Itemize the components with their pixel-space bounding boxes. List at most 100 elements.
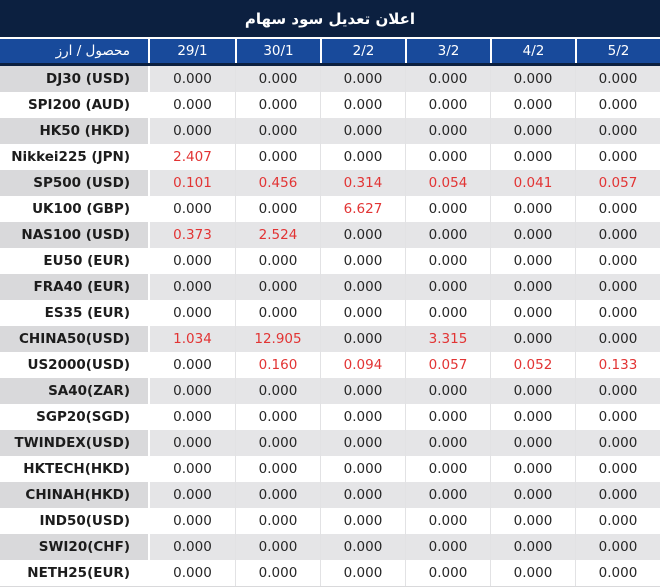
value-cell: 0.000: [575, 430, 660, 456]
value-cell: 0.052: [490, 352, 575, 378]
value-cell: 0.160: [235, 352, 320, 378]
value-cell: 0.000: [405, 508, 490, 534]
table-row: FRA40 (EUR) 0.000 0.000 0.000 0.000 0.000 0.00…: [0, 274, 660, 300]
value-cell: 0.000: [320, 92, 405, 118]
value-cell: 0.000: [235, 66, 320, 92]
value-cell: 0.000: [405, 378, 490, 404]
row-label: FRA40 (EUR): [0, 274, 150, 300]
value-cell: 0.000: [320, 248, 405, 274]
value-cell: 0.000: [490, 534, 575, 560]
value-cell: 0.000: [575, 66, 660, 92]
value-cell: 0.000: [150, 196, 235, 222]
row-label: SPI200 (AUD): [0, 92, 150, 118]
value-cell: 0.101: [150, 170, 235, 196]
row-label: DJ30 (USD): [0, 66, 150, 92]
table-header-row: محصول / ارز 29/1 30/1 2/2 3/2 4/2 5/2: [0, 39, 660, 66]
row-label: NETH25(EUR): [0, 560, 150, 586]
table-title-bar: اعلان تعديل سود سهام: [0, 0, 660, 39]
table-row: SA40(ZAR) 0.000 0.000 0.000 0.000 0.000 0.000: [0, 378, 660, 404]
value-cell: 0.000: [405, 118, 490, 144]
value-cell: 0.000: [575, 378, 660, 404]
value-cell: 0.000: [575, 274, 660, 300]
value-cell: 0.000: [490, 66, 575, 92]
row-label: CHINAH(HKD): [0, 482, 150, 508]
table-row: IND50(USD) 0.000 0.000 0.000 0.000 0.000 0.000: [0, 508, 660, 534]
value-cell: 0.000: [405, 248, 490, 274]
value-cell: 0.000: [235, 456, 320, 482]
value-cell: 0.000: [150, 274, 235, 300]
value-cell: 0.000: [575, 196, 660, 222]
row-label: SWI20(CHF): [0, 534, 150, 560]
table-row: UK100 (GBP) 0.000 0.000 6.627 0.000 0.000 0.00…: [0, 196, 660, 222]
value-cell: 0.000: [575, 300, 660, 326]
value-cell: 0.041: [490, 170, 575, 196]
value-cell: 0.000: [320, 300, 405, 326]
value-cell: 0.000: [320, 144, 405, 170]
value-cell: 0.000: [235, 274, 320, 300]
value-cell: 0.314: [320, 170, 405, 196]
value-cell: 0.000: [405, 92, 490, 118]
value-cell: 0.000: [235, 378, 320, 404]
table-row: DJ30 (USD) 0.000 0.000 0.000 0.000 0.000 0.000: [0, 66, 660, 92]
value-cell: 0.000: [235, 404, 320, 430]
value-cell: 0.000: [405, 456, 490, 482]
value-cell: 0.000: [575, 326, 660, 352]
value-cell: 0.000: [575, 144, 660, 170]
value-cell: 0.000: [235, 144, 320, 170]
value-cell: 0.000: [150, 456, 235, 482]
page-title: اعلان تعديل سود سهام: [244, 9, 416, 28]
value-cell: 0.000: [490, 482, 575, 508]
value-cell: 0.000: [490, 560, 575, 586]
value-cell: 0.000: [575, 456, 660, 482]
value-cell: 0.000: [150, 482, 235, 508]
table-row: NAS100 (USD) 0.373 2.524 0.000 0.000 0.000 0.0…: [0, 222, 660, 248]
column-header-date-2: 30/1: [235, 39, 320, 63]
row-label: SA40(ZAR): [0, 378, 150, 404]
table-row: NETH25(EUR) 0.000 0.000 0.000 0.000 0.000 0.00…: [0, 560, 660, 586]
value-cell: 0.000: [320, 534, 405, 560]
value-cell: 0.000: [490, 456, 575, 482]
row-label: IND50(USD): [0, 508, 150, 534]
table-row: CHINA50(USD) 1.034 12.905 0.000 3.315 0.000 0.…: [0, 326, 660, 352]
value-cell: 0.000: [575, 118, 660, 144]
value-cell: 0.000: [150, 248, 235, 274]
value-cell: 0.000: [150, 352, 235, 378]
table-row: US2000(USD) 0.000 0.160 0.094 0.057 0.052 0.13…: [0, 352, 660, 378]
value-cell: 0.000: [575, 222, 660, 248]
value-cell: 0.000: [150, 560, 235, 586]
row-label: SGP20(SGD): [0, 404, 150, 430]
column-header-date-4: 3/2: [405, 39, 490, 63]
value-cell: 0.133: [575, 352, 660, 378]
table-row: HK50 (HKD) 0.000 0.000 0.000 0.000 0.000 0.000: [0, 118, 660, 144]
table-row: SPI200 (AUD) 0.000 0.000 0.000 0.000 0.000 0.0…: [0, 92, 660, 118]
value-cell: 0.000: [405, 144, 490, 170]
value-cell: 0.000: [320, 560, 405, 586]
value-cell: 0.000: [320, 66, 405, 92]
value-cell: 0.000: [235, 118, 320, 144]
value-cell: 0.000: [405, 482, 490, 508]
value-cell: 0.000: [405, 222, 490, 248]
value-cell: 6.627: [320, 196, 405, 222]
table-row: EU50 (EUR) 0.000 0.000 0.000 0.000 0.000 0.000: [0, 248, 660, 274]
row-label: SP500 (USD): [0, 170, 150, 196]
value-cell: 0.000: [405, 534, 490, 560]
value-cell: 0.000: [490, 118, 575, 144]
row-label: HK50 (HKD): [0, 118, 150, 144]
table-row: CHINAH(HKD) 0.000 0.000 0.000 0.000 0.000 0.00…: [0, 482, 660, 508]
row-label: TWINDEX(USD): [0, 430, 150, 456]
value-cell: 0.000: [490, 92, 575, 118]
value-cell: 12.905: [235, 326, 320, 352]
row-label: Nikkei225 (JPN): [0, 144, 150, 170]
value-cell: 2.407: [150, 144, 235, 170]
value-cell: 0.000: [405, 196, 490, 222]
value-cell: 3.315: [405, 326, 490, 352]
value-cell: 0.456: [235, 170, 320, 196]
value-cell: 0.000: [235, 248, 320, 274]
value-cell: 0.000: [150, 404, 235, 430]
value-cell: 0.000: [320, 404, 405, 430]
value-cell: 0.000: [320, 430, 405, 456]
value-cell: 0.000: [405, 560, 490, 586]
value-cell: 0.000: [320, 274, 405, 300]
value-cell: 0.000: [575, 534, 660, 560]
